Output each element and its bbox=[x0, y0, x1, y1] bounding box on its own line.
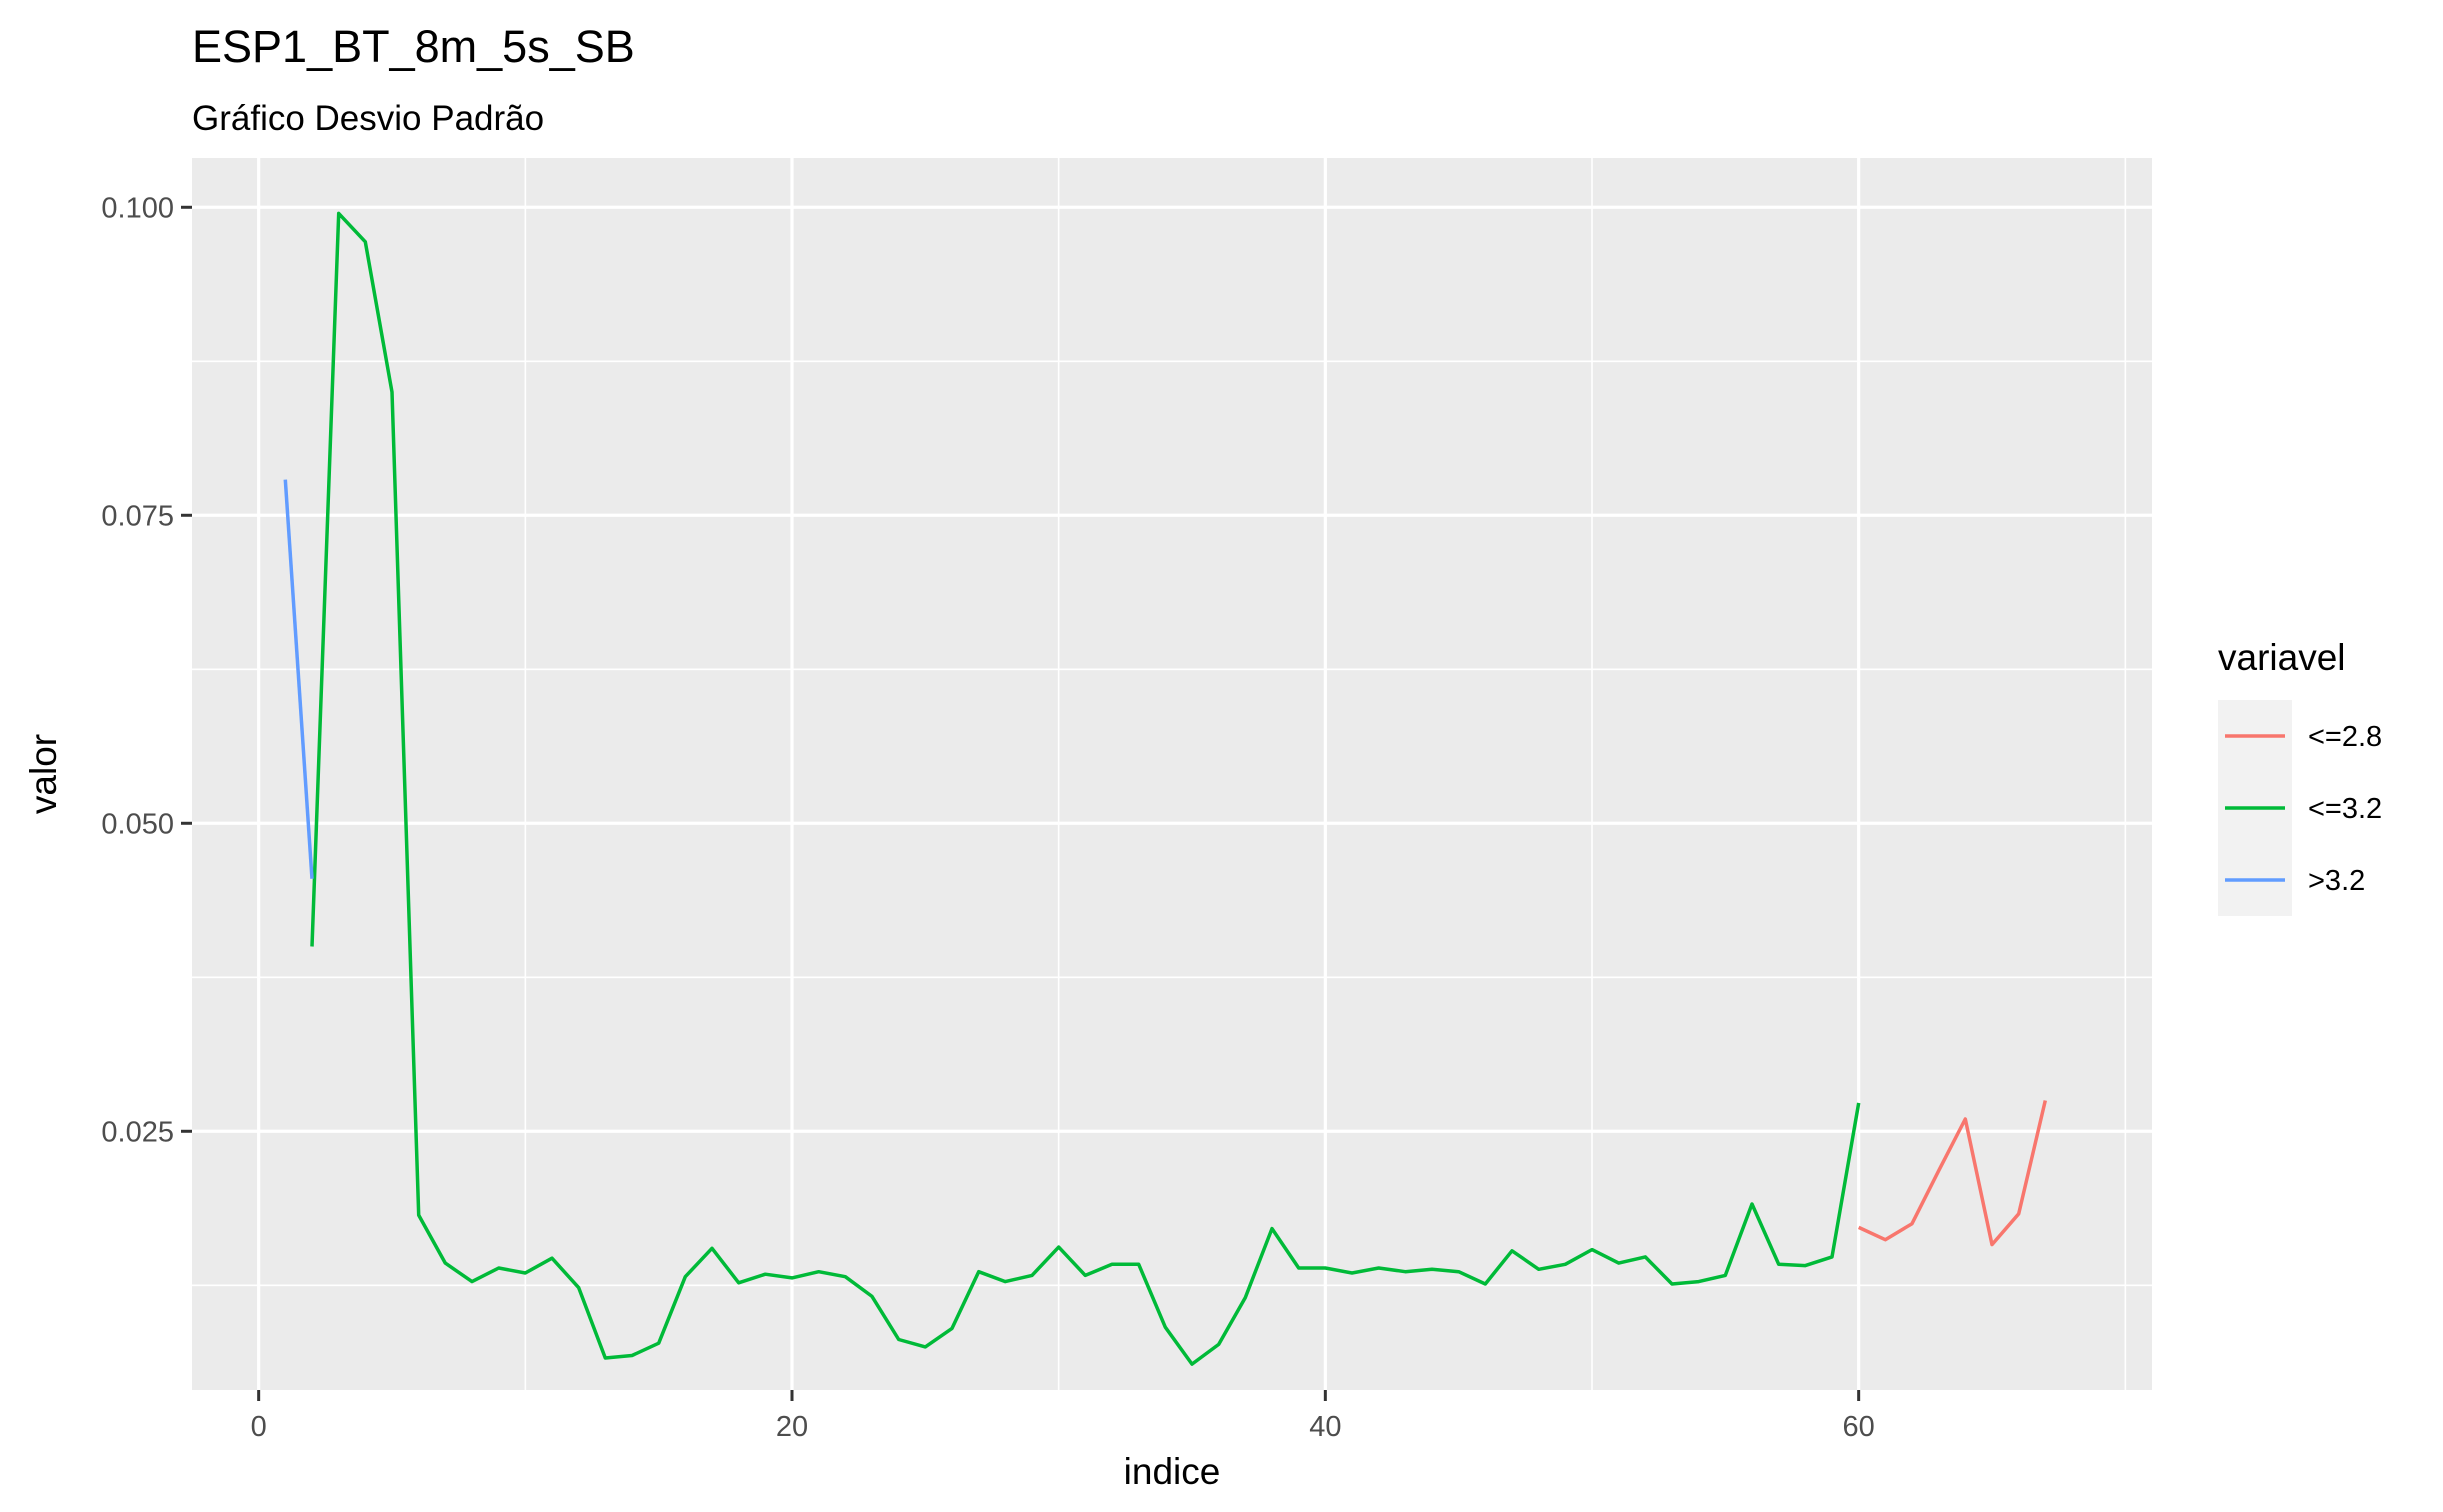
chart-subtitle: Gráfico Desvio Padrão bbox=[192, 99, 544, 138]
y-tick-label: 0.100 bbox=[101, 192, 174, 224]
y-tick-label: 0.050 bbox=[101, 808, 174, 840]
minor-gridlines bbox=[192, 158, 2152, 1390]
series-line bbox=[310, 211, 1861, 1366]
x-axis-tick-labels: 0 20 40 60 bbox=[251, 1411, 1875, 1443]
legend-label: >3.2 bbox=[2308, 865, 2365, 897]
y-tick-label: 0.075 bbox=[101, 500, 174, 532]
legend: variavel <=2.8 <=3.2 >3.2 bbox=[2218, 637, 2382, 916]
plot-panel bbox=[192, 158, 2152, 1390]
legend-items: <=2.8 <=3.2 >3.2 bbox=[2225, 721, 2382, 897]
legend-label: <=2.8 bbox=[2308, 721, 2382, 753]
major-gridlines bbox=[192, 158, 2152, 1390]
x-tick-label: 60 bbox=[1843, 1411, 1875, 1443]
series-line bbox=[1857, 1100, 2048, 1247]
y-axis-tick-labels: 0.025 0.050 0.075 0.100 bbox=[101, 192, 174, 1148]
chart-title: ESP1_BT_8m_5s_SB bbox=[192, 21, 635, 72]
legend-title: variavel bbox=[2218, 637, 2346, 678]
x-tick-label: 40 bbox=[1309, 1411, 1341, 1443]
x-tick-label: 20 bbox=[776, 1411, 808, 1443]
x-axis-title: indice bbox=[1124, 1451, 1221, 1492]
y-axis-title: valor bbox=[23, 734, 64, 814]
series-lines bbox=[283, 211, 2048, 1366]
x-tick-label: 0 bbox=[251, 1411, 267, 1443]
y-tick-label: 0.025 bbox=[101, 1116, 174, 1148]
axis-ticks bbox=[181, 205, 1861, 1401]
series-line bbox=[283, 479, 314, 879]
legend-label: <=3.2 bbox=[2308, 793, 2382, 825]
